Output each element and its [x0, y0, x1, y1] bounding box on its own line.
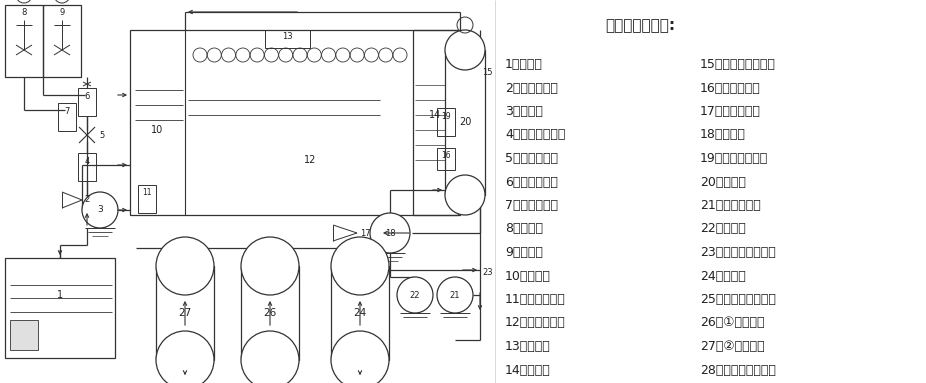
Text: 19：溶气水流量计: 19：溶气水流量计: [700, 152, 769, 165]
Text: 24：过滤塔: 24：过滤塔: [700, 270, 745, 283]
Text: 11：溶气释放量: 11：溶气释放量: [505, 293, 566, 306]
Text: 23: 23: [482, 268, 493, 277]
Text: 26：①号吸附塔: 26：①号吸附塔: [700, 316, 765, 329]
Bar: [265, 30, 310, 48]
Text: 20：溶气塔: 20：溶气塔: [700, 175, 745, 188]
Text: 2：加药射流器: 2：加药射流器: [505, 82, 557, 95]
Text: 17: 17: [360, 229, 370, 237]
Text: 1：废水池: 1：废水池: [505, 58, 543, 71]
Circle shape: [156, 237, 214, 295]
Text: 12: 12: [304, 155, 316, 165]
Text: 21：反冲流水泵: 21：反冲流水泵: [700, 199, 761, 212]
Text: 7：加药流量计: 7：加药流量计: [505, 199, 558, 212]
Text: 28：三级处理排放口: 28：三级处理排放口: [700, 363, 776, 376]
Bar: [156, 266, 214, 360]
Circle shape: [82, 192, 118, 228]
Text: 21: 21: [450, 290, 460, 300]
Text: 4：污水流电量计: 4：污水流电量计: [505, 129, 566, 141]
Bar: [437, 108, 455, 136]
Text: 23：反冲洗水排放口: 23：反冲洗水排放口: [700, 246, 776, 259]
Circle shape: [437, 277, 473, 313]
Text: 7: 7: [64, 107, 69, 116]
Text: 18：溶气泵: 18：溶气泵: [700, 129, 745, 141]
Circle shape: [397, 277, 433, 313]
Bar: [130, 30, 460, 215]
Circle shape: [445, 175, 485, 215]
Circle shape: [156, 331, 214, 383]
Text: 15: 15: [482, 68, 493, 77]
Text: 14：清水箱: 14：清水箱: [505, 363, 551, 376]
Text: 6: 6: [84, 92, 90, 101]
Text: 工艺流程见下图:: 工艺流程见下图:: [605, 18, 675, 33]
Text: 14: 14: [429, 110, 441, 120]
Bar: [58, 103, 76, 131]
Text: 26: 26: [263, 308, 277, 318]
Text: 13: 13: [282, 32, 293, 41]
Circle shape: [370, 213, 410, 253]
Bar: [78, 153, 96, 181]
Text: 18: 18: [384, 229, 395, 237]
Text: 10：反应池: 10：反应池: [505, 270, 551, 283]
Text: 6：加药流量计: 6：加药流量计: [505, 175, 557, 188]
Text: 5: 5: [99, 131, 105, 139]
Text: 8: 8: [21, 8, 27, 17]
Bar: [437, 148, 455, 170]
Bar: [43, 5, 81, 77]
Circle shape: [331, 237, 389, 295]
Text: 9：搅拌机: 9：搅拌机: [505, 246, 543, 259]
Bar: [241, 266, 299, 360]
Text: 25：二级处理排放口: 25：二级处理排放口: [700, 293, 776, 306]
Circle shape: [445, 30, 485, 70]
Circle shape: [241, 331, 299, 383]
Text: 2: 2: [84, 195, 89, 205]
Text: 3：污水泵: 3：污水泵: [505, 105, 543, 118]
Text: 3: 3: [97, 206, 103, 214]
Bar: [10, 320, 38, 350]
Text: 24: 24: [354, 308, 367, 318]
Text: 4: 4: [84, 157, 90, 166]
Bar: [413, 30, 458, 215]
Text: 11: 11: [143, 188, 152, 197]
Text: 20: 20: [458, 117, 471, 127]
Circle shape: [241, 237, 299, 295]
Bar: [138, 185, 156, 213]
Text: 27：②号吸附塔: 27：②号吸附塔: [700, 340, 765, 353]
Bar: [5, 5, 43, 77]
Text: 27: 27: [179, 308, 192, 318]
Text: 22: 22: [409, 290, 420, 300]
Text: 8：药液箱: 8：药液箱: [505, 223, 543, 236]
Bar: [331, 266, 389, 360]
Text: 16: 16: [441, 151, 451, 160]
Text: 22：过滤泵: 22：过滤泵: [700, 223, 745, 236]
Circle shape: [331, 331, 389, 383]
Text: 1: 1: [56, 290, 63, 300]
Text: 13：刮渣机: 13：刮渣机: [505, 340, 551, 353]
Text: 15：一级处理排放口: 15：一级处理排放口: [700, 58, 776, 71]
Bar: [445, 50, 485, 195]
Text: 16：气体流量计: 16：气体流量计: [700, 82, 761, 95]
Text: 12：气浮分离池: 12：气浮分离池: [505, 316, 566, 329]
Text: 19: 19: [441, 112, 451, 121]
Bar: [5, 258, 115, 358]
Text: 5：加药射流器: 5：加药射流器: [505, 152, 558, 165]
Bar: [78, 88, 96, 116]
Text: 9: 9: [59, 8, 65, 17]
Text: 10: 10: [151, 125, 163, 135]
Text: 17：进气射流器: 17：进气射流器: [700, 105, 761, 118]
